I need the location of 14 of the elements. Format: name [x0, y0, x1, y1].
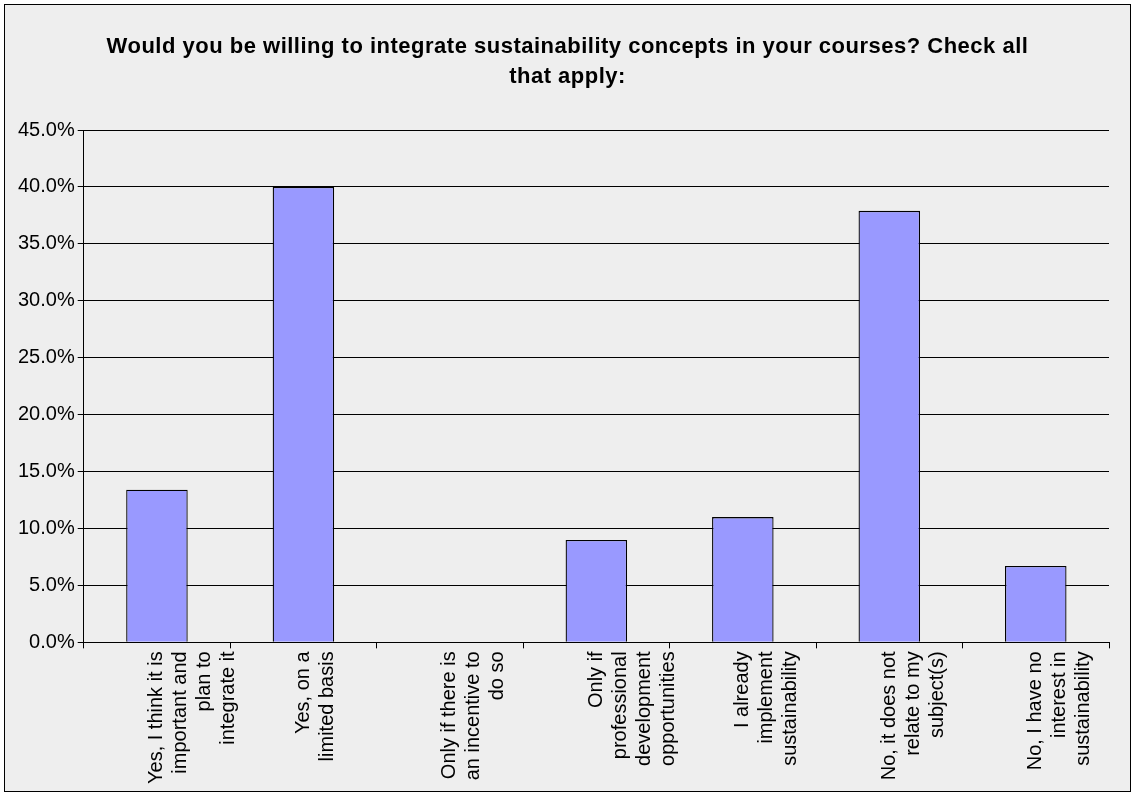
y-tick-label: 35.0%	[17, 231, 75, 254]
y-tick-label: 30.0%	[17, 288, 75, 311]
y-tick-label: 10.0%	[17, 516, 75, 539]
y-tick-label: 45.0%	[17, 117, 75, 140]
chart-title: Would you be willing to integrate sustainability concepts in your courses? Check all that apply:	[105, 32, 1030, 90]
y-tick-label: 5.0%	[29, 572, 75, 595]
y-tick-label: 40.0%	[17, 174, 75, 197]
y-tick-label: 20.0%	[17, 402, 75, 425]
y-tick-label: 15.0%	[17, 459, 75, 482]
x-tick-label: Yes, I think it is important and plan to integrate it	[144, 650, 239, 784]
x-tick-label: Only if there is an incentive to do so	[437, 651, 508, 781]
x-tick-label: No, it does not relate to my subject(s)	[876, 650, 947, 781]
y-tick-label: 0.0%	[29, 629, 75, 652]
y-tick-label: 25.0%	[17, 345, 75, 368]
